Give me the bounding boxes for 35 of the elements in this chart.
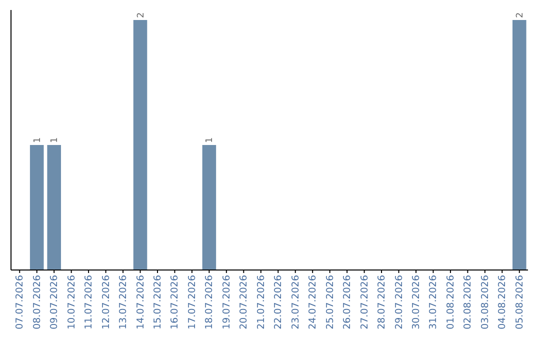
x-tick-label: 14.07.2026	[135, 275, 146, 330]
x-tick-label: 20.07.2026	[238, 275, 250, 330]
x-tick-label: 04.08.2026	[497, 275, 508, 330]
x-tick-label: 13.07.2026	[118, 275, 130, 330]
x-tick-label: 28.07.2026	[376, 275, 388, 330]
x-tick-label: 01.08.2026	[445, 275, 456, 330]
x-tick-label: 29.07.2026	[394, 275, 405, 330]
x-tick-label: 15.07.2026	[152, 275, 164, 330]
x-tick-label: 21.07.2026	[256, 275, 267, 330]
x-tick-label: 18.07.2026	[204, 275, 216, 330]
data-label: 2	[515, 12, 526, 18]
x-tick-label: 16.07.2026	[170, 275, 181, 330]
x-tick-label: 05.08.2026	[514, 275, 526, 330]
data-label: 1	[32, 137, 43, 143]
x-tick-label: 31.07.2026	[428, 275, 440, 330]
x-tick-label: 27.07.2026	[359, 275, 370, 330]
x-tick-label: 11.07.2026	[84, 275, 95, 330]
x-tick-label: 26.07.2026	[342, 275, 354, 330]
x-tick-label: 08.07.2026	[32, 275, 43, 330]
x-tick-label: 24.07.2026	[308, 275, 319, 330]
x-tick-label: 12.07.2026	[100, 275, 112, 330]
x-tick-label: 03.08.2026	[480, 275, 491, 330]
data-label: 1	[205, 137, 216, 143]
x-tick-label: 30.07.2026	[410, 275, 422, 330]
x-tick-label: 23.07.2026	[290, 275, 302, 330]
x-tick-label: 22.07.2026	[273, 275, 284, 330]
x-tick-label: 25.07.2026	[324, 275, 336, 330]
x-tick-label: 19.07.2026	[221, 275, 232, 330]
data-label: 1	[50, 137, 60, 143]
x-tick-label: 10.07.2026	[66, 275, 78, 330]
x-tick-label: 07.07.2026	[14, 275, 26, 330]
x-tick-label: 09.07.2026	[49, 275, 60, 330]
x-tick-label: 02.08.2026	[462, 275, 474, 330]
data-label: 2	[136, 12, 146, 18]
x-tick-label: 17.07.2026	[186, 275, 198, 330]
